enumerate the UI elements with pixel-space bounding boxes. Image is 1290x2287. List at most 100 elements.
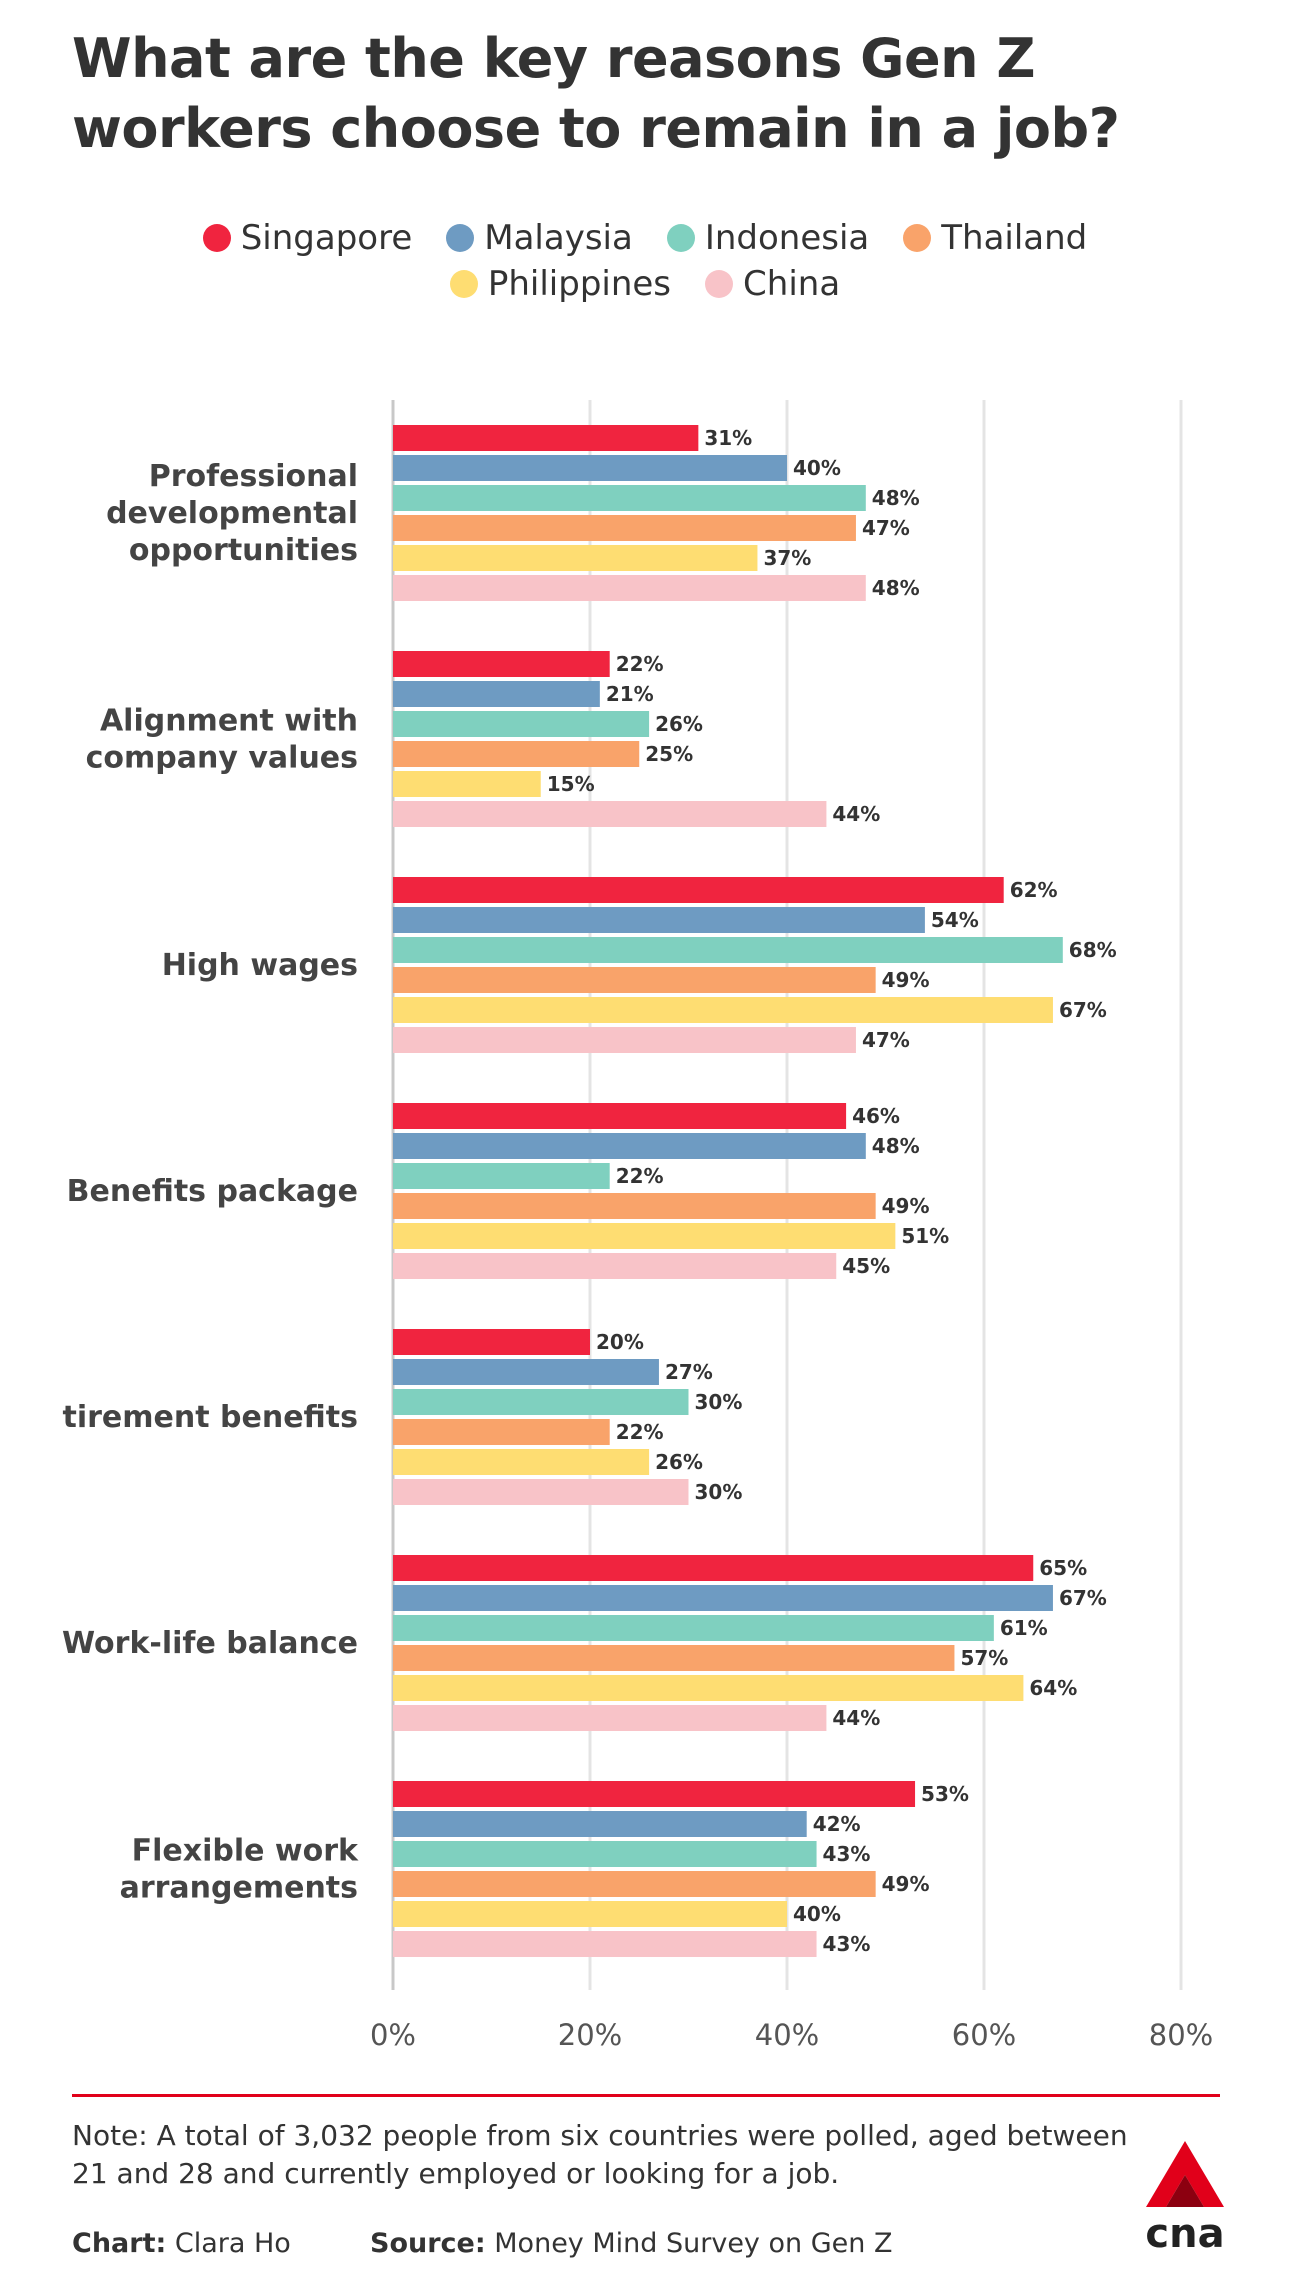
x-tick-label: 60% <box>952 2018 1016 2052</box>
value-label: 37% <box>763 546 811 570</box>
category-label: Benefits package <box>67 1174 358 1209</box>
value-label: 61% <box>1000 1616 1048 1640</box>
footnote: Note: A total of 3,032 people from six c… <box>72 2119 1128 2190</box>
bar-china <box>393 1253 837 1279</box>
cna-logo-mark <box>1146 2141 1224 2207</box>
value-label: 30% <box>695 1390 743 1414</box>
value-label: 21% <box>606 682 654 706</box>
bar-philippines <box>393 1223 896 1249</box>
value-label: 65% <box>1039 1556 1087 1580</box>
legend-item-malaysia: Malaysia <box>446 215 633 261</box>
value-label: 48% <box>872 576 920 600</box>
bar-malaysia <box>393 455 787 481</box>
value-label: 22% <box>616 1164 664 1188</box>
value-label: 57% <box>960 1646 1008 1670</box>
value-label: 26% <box>655 712 703 736</box>
source-credit-label: Source: <box>370 2228 486 2259</box>
category-label: Professional <box>149 459 358 494</box>
legend-row-2: Philippines China <box>0 261 1290 307</box>
legend-item-philippines: Philippines <box>449 261 672 307</box>
value-label: 62% <box>1010 878 1058 902</box>
legend-item-singapore: Singapore <box>202 215 412 261</box>
legend-swatch-china <box>705 270 734 298</box>
x-tick-label: 40% <box>755 2018 819 2052</box>
legend-swatch-thailand <box>903 224 932 252</box>
value-label: 49% <box>882 1194 930 1218</box>
legend-label-china: China <box>743 264 841 304</box>
legend-label-indonesia: Indonesia <box>704 218 870 258</box>
value-label: 45% <box>842 1254 890 1278</box>
chart-credit-author: Clara Ho <box>174 2228 291 2259</box>
cna-logo-text: cna <box>1145 2211 1224 2257</box>
bar-malaysia <box>393 1359 659 1385</box>
bar-thailand <box>393 1871 876 1897</box>
value-label: 46% <box>852 1104 900 1128</box>
category-label: Alignment with <box>100 704 358 739</box>
bar-china <box>393 1027 856 1053</box>
value-label: 27% <box>665 1360 713 1384</box>
x-tick-label: 0% <box>370 2018 416 2052</box>
cna-logo-mark-inner <box>1166 2175 1204 2207</box>
value-label: 40% <box>793 456 841 480</box>
value-label: 43% <box>823 1842 871 1866</box>
bar-china <box>393 1705 827 1731</box>
bar-singapore <box>393 877 1004 903</box>
legend-swatch-singapore <box>202 224 231 252</box>
bar-china <box>393 801 827 827</box>
legend-item-china: China <box>705 261 840 307</box>
bar-philippines <box>393 1449 650 1475</box>
legend-label-philippines: Philippines <box>487 264 672 304</box>
bar-malaysia <box>393 1133 866 1159</box>
legend-item-thailand: Thailand <box>903 215 1087 261</box>
x-tick-label: 80% <box>1149 2018 1213 2052</box>
value-label: 44% <box>832 802 880 826</box>
legend-swatch-indonesia <box>666 224 695 252</box>
value-label: 22% <box>616 652 664 676</box>
bar-singapore <box>393 425 699 451</box>
legend-row-1: Singapore Malaysia Indonesia Thailand <box>0 215 1290 261</box>
value-label: 49% <box>882 1872 930 1896</box>
legend-swatch-philippines <box>449 270 478 298</box>
value-label: 51% <box>901 1224 949 1248</box>
credits: Chart: Clara Ho Source: Money Mind Surve… <box>72 2228 892 2259</box>
chart-title: What are the key reasons Gen Z workers c… <box>72 27 1120 160</box>
bar-china <box>393 575 866 601</box>
category-label: High wages <box>162 948 358 983</box>
category-label: Flexible work <box>132 1834 359 1869</box>
category-label: Work-life balance <box>62 1626 358 1661</box>
bar-malaysia <box>393 681 600 707</box>
bar-indonesia <box>393 1615 994 1641</box>
value-label: 22% <box>616 1420 664 1444</box>
bar-philippines <box>393 771 541 797</box>
category-label: opportunities <box>129 533 358 568</box>
chart-legend: Singapore Malaysia Indonesia Thailand Ph… <box>0 215 1290 307</box>
bar-indonesia <box>393 485 866 511</box>
category-label: developmental <box>106 496 358 531</box>
value-label: 31% <box>704 426 752 450</box>
bar-china <box>393 1931 817 1957</box>
value-label: 30% <box>695 1480 743 1504</box>
x-tick-label: 20% <box>558 2018 622 2052</box>
bar-china <box>393 1479 689 1505</box>
bar-thailand <box>393 741 640 767</box>
bar-philippines <box>393 997 1053 1023</box>
bar-thailand <box>393 967 876 993</box>
bar-thailand <box>393 1193 876 1219</box>
bar-philippines <box>393 1901 787 1927</box>
chart-credit-label: Chart: <box>72 2228 167 2259</box>
bar-singapore <box>393 1781 916 1807</box>
value-label: 48% <box>872 486 920 510</box>
legend-label-thailand: Thailand <box>941 218 1088 258</box>
bar-indonesia <box>393 1841 817 1867</box>
bar-thailand <box>393 1645 955 1671</box>
value-label: 40% <box>793 1902 841 1926</box>
cna-logo: cna <box>1145 2141 1225 2257</box>
value-label: 26% <box>655 1450 703 1474</box>
value-label: 44% <box>832 1706 880 1730</box>
value-label: 49% <box>882 968 930 992</box>
bar-chart: 0% 20% 40% 60% 80% 31% 40% 48% 47% 37% 48% Professi… <box>62 400 1213 2052</box>
source-credit-name: Money Mind Survey on Gen Z <box>494 2228 893 2259</box>
bar-thailand <box>393 515 856 541</box>
value-label: 64% <box>1029 1676 1077 1700</box>
value-label: 42% <box>813 1812 861 1836</box>
